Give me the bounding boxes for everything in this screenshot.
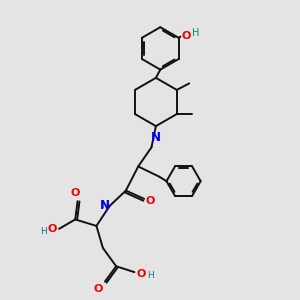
Text: N: N xyxy=(100,200,110,212)
Text: O: O xyxy=(94,284,103,295)
Text: N: N xyxy=(151,131,161,144)
Text: O: O xyxy=(146,196,155,206)
Text: H: H xyxy=(101,201,108,210)
Text: O: O xyxy=(136,268,146,279)
Text: O: O xyxy=(70,188,80,198)
Text: H: H xyxy=(147,272,154,280)
Text: H: H xyxy=(192,28,200,38)
Text: O: O xyxy=(48,224,57,234)
Text: H: H xyxy=(40,227,47,236)
Text: O: O xyxy=(181,31,190,41)
